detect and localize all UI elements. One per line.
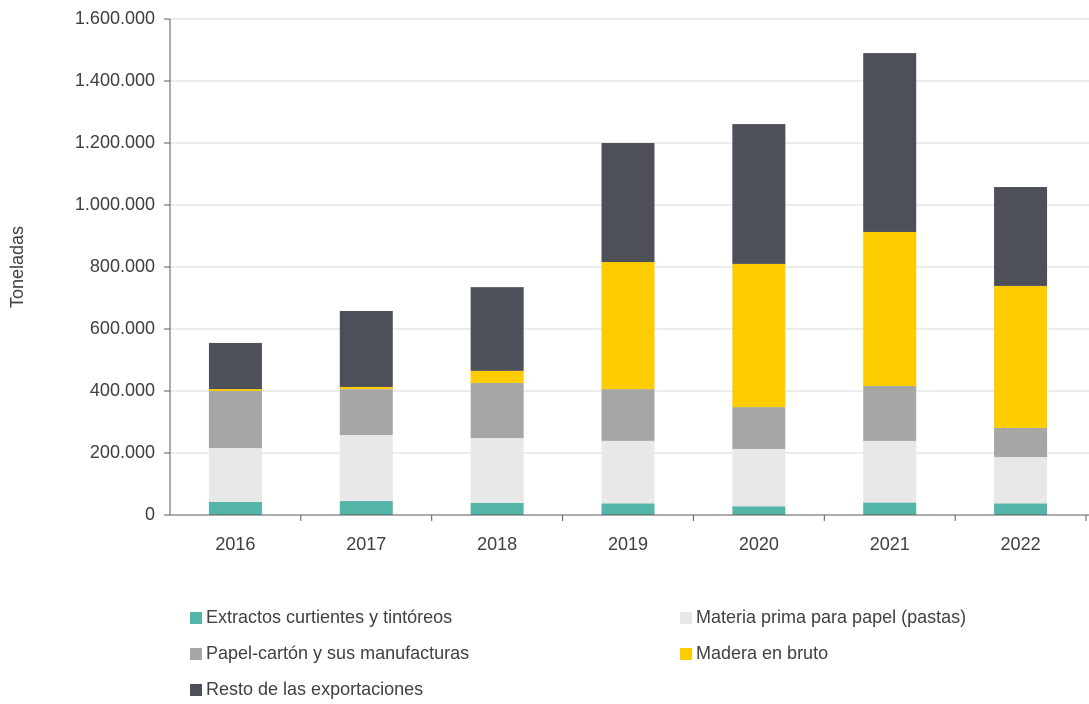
y-tick-label: 400.000	[90, 380, 155, 400]
bar-segment	[339, 386, 393, 390]
bar-segment	[601, 440, 655, 504]
bar-segment	[470, 382, 524, 439]
y-tick-label: 600.000	[90, 318, 155, 338]
legend-label: Materia prima para papel (pastas)	[696, 607, 966, 627]
bar-segment	[208, 448, 262, 502]
bar-segment	[732, 263, 786, 408]
legend-swatch	[190, 612, 202, 624]
x-tick-label: 2018	[477, 534, 517, 554]
legend-swatch	[680, 612, 692, 624]
bar-segment	[994, 187, 1048, 286]
bar-segment	[339, 501, 393, 515]
bar-segment	[732, 448, 786, 507]
y-tick-label: 1.600.000	[75, 8, 155, 28]
bar-segment	[863, 231, 917, 387]
legend-label: Extractos curtientes y tintóreos	[206, 607, 452, 627]
legend-label: Papel-cartón y sus manufacturas	[206, 643, 469, 663]
bar-segment	[470, 438, 524, 503]
x-tick-label: 2017	[346, 534, 386, 554]
bar-segment	[601, 262, 655, 390]
x-tick-label: 2022	[1001, 534, 1041, 554]
legend-label: Resto de las exportaciones	[206, 679, 423, 699]
bar-segment	[863, 440, 917, 503]
bar-segment	[601, 503, 655, 515]
bar-segment	[863, 53, 917, 232]
x-tick-label: 2021	[870, 534, 910, 554]
bar-segment	[994, 285, 1048, 428]
bar-segment	[339, 389, 393, 436]
x-tick-label: 2016	[215, 534, 255, 554]
bar-segment	[732, 124, 786, 264]
x-tick-label: 2019	[608, 534, 648, 554]
bar-segment	[863, 386, 917, 441]
bar-segment	[470, 287, 524, 371]
y-tick-label: 0	[145, 504, 155, 524]
bar-segment	[470, 370, 524, 383]
bar-segment	[994, 503, 1048, 515]
legend-swatch	[190, 684, 202, 696]
bar-segment	[732, 506, 786, 515]
legend-swatch	[680, 648, 692, 660]
x-tick-label: 2020	[739, 534, 779, 554]
y-tick-label: 1.400.000	[75, 70, 155, 90]
bar-segment	[601, 143, 655, 263]
y-tick-label: 1.200.000	[75, 132, 155, 152]
bar-segment	[994, 457, 1048, 504]
bar-segment	[863, 502, 917, 515]
bar-segment	[208, 391, 262, 449]
y-tick-label: 200.000	[90, 442, 155, 462]
bar-segment	[208, 501, 262, 515]
y-tick-label: 800.000	[90, 256, 155, 276]
bar-segment	[601, 389, 655, 441]
legend: Extractos curtientes y tintóreos Materia …	[190, 607, 966, 699]
bar-segment	[339, 435, 393, 502]
bar-segment	[208, 342, 262, 390]
bar-segment	[470, 502, 524, 515]
bar-segment	[339, 311, 393, 387]
legend-label: Madera en bruto	[696, 643, 828, 663]
y-axis-title: Toneladas	[7, 226, 27, 308]
bar-segment	[732, 407, 786, 449]
bar-segment	[994, 427, 1048, 458]
bar-segment	[208, 389, 262, 391]
legend-swatch	[190, 648, 202, 660]
y-tick-label: 1.000.000	[75, 194, 155, 214]
